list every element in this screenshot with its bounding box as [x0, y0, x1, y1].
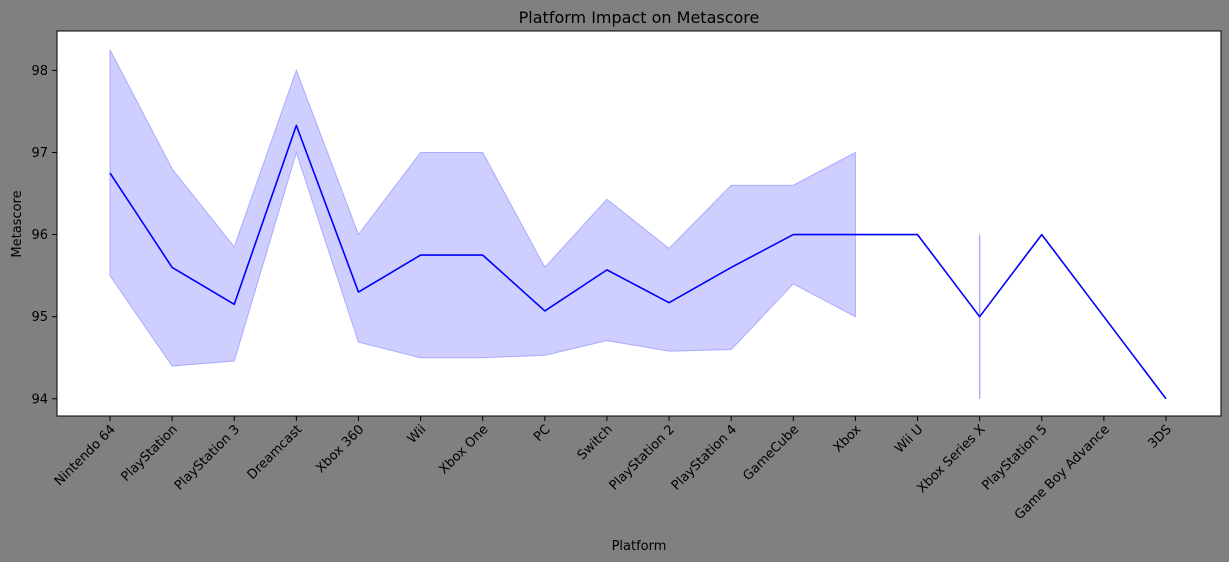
- x-tick-label: 3DS: [1145, 422, 1174, 451]
- x-axis-label: Platform: [612, 539, 667, 554]
- x-tick-label: Wii: [405, 422, 430, 447]
- series-line-layer: [109, 124, 1167, 400]
- y-tick-label: 94: [31, 392, 48, 407]
- x-tick-label: PlayStation 4: [669, 422, 740, 493]
- y-axis: 94 95 96 97 98: [31, 64, 57, 407]
- x-tick-label: Wii U: [892, 422, 926, 456]
- x-tick-label: GameCube: [740, 422, 802, 484]
- x-tick-label: Xbox One: [436, 422, 491, 477]
- x-tick-label: Dreamcast: [245, 422, 306, 483]
- y-axis-label: Metascore: [10, 190, 25, 257]
- x-tick-label: PlayStation 3: [172, 422, 243, 493]
- series-line: [109, 124, 1167, 400]
- x-tick-label: Xbox: [831, 422, 865, 456]
- x-tick-label: PlayStation 2: [607, 422, 678, 493]
- x-tick-label: Switch: [575, 422, 616, 463]
- y-tick-label: 95: [31, 310, 48, 325]
- y-tick-label: 96: [31, 228, 48, 243]
- y-tick-label: 98: [31, 64, 48, 79]
- x-tick-label: Xbox 360: [313, 422, 367, 476]
- x-tick-label: PC: [531, 422, 554, 445]
- confidence-band: [109, 49, 856, 367]
- x-tick-label: Nintendo 64: [52, 422, 119, 489]
- y-tick-label: 97: [31, 146, 48, 161]
- chart-title: Platform Impact on Metascore: [519, 8, 760, 27]
- x-tick-label: PlayStation 5: [979, 422, 1050, 493]
- plot-frame: [56, 30, 1222, 417]
- x-tick-label: PlayStation: [118, 422, 180, 484]
